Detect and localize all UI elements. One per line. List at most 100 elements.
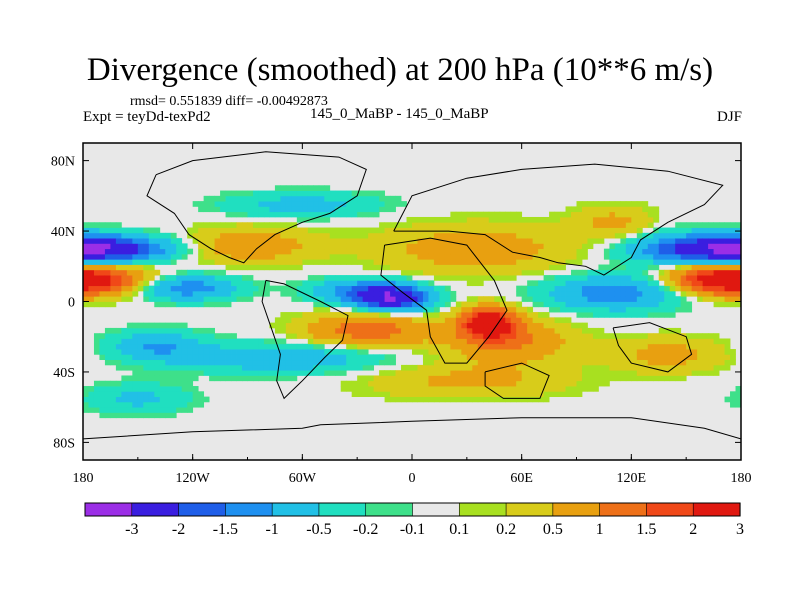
field-cell (444, 269, 451, 276)
field-cell (581, 227, 588, 234)
field-cell (296, 190, 303, 197)
field-cell (104, 280, 111, 287)
field-cell (99, 290, 106, 297)
field-cell (302, 232, 309, 239)
field-cell (121, 396, 128, 403)
field-cell (335, 195, 342, 202)
field-cell (148, 354, 155, 361)
field-cell (609, 312, 616, 318)
field-cell (307, 338, 314, 345)
field-cell (505, 306, 512, 313)
field-cell (192, 275, 199, 281)
field-cell (214, 359, 221, 366)
field-cell (220, 364, 226, 371)
field-cell (428, 306, 435, 313)
field-cell (554, 364, 561, 371)
field-cell (549, 285, 555, 292)
field-cell (466, 306, 473, 313)
field-cell (351, 290, 358, 297)
field-cell (521, 264, 528, 271)
field-cell (357, 338, 364, 345)
field-cell (422, 391, 429, 397)
field-cell (477, 227, 484, 234)
field-cell (494, 243, 501, 250)
field-cell (625, 343, 632, 350)
field-cell (192, 269, 199, 276)
field-cell (104, 264, 111, 271)
field-cell (379, 232, 385, 239)
colorbar-swatch (271, 502, 320, 517)
field-cell (642, 312, 649, 318)
field-cell (324, 290, 331, 297)
field-cell (631, 280, 638, 287)
field-cell (587, 338, 594, 345)
field-cell (675, 327, 682, 334)
field-cell (335, 243, 342, 250)
field-cell (154, 327, 161, 334)
field-cell (664, 227, 671, 234)
field-cell (581, 386, 588, 392)
field-cell (236, 190, 243, 197)
field-cell (735, 243, 741, 250)
field-cell (587, 349, 594, 355)
field-cell (439, 370, 446, 376)
field-cell (340, 386, 347, 392)
field-cell (395, 285, 402, 292)
field-cell (242, 243, 248, 250)
field-cell (231, 211, 237, 218)
field-cell (466, 269, 473, 276)
field-cell (549, 343, 555, 350)
field-cell (291, 222, 298, 228)
field-cell (384, 227, 391, 234)
field-cell (428, 248, 435, 255)
field-cell (357, 227, 364, 234)
field-cell (510, 211, 517, 218)
field-cell (406, 285, 413, 292)
field-cell (362, 312, 369, 318)
field-cell (642, 216, 649, 223)
field-cell (401, 232, 407, 239)
field-cell (625, 296, 632, 302)
field-cell (713, 301, 720, 308)
field-cell (521, 354, 528, 361)
colorbar-swatch (646, 502, 694, 517)
field-cell (93, 280, 100, 287)
field-cell (444, 285, 451, 292)
field-cell (549, 375, 555, 382)
field-cell (516, 322, 523, 329)
field-cell (735, 285, 741, 292)
field-cell (384, 322, 391, 329)
field-cell (549, 290, 555, 297)
field-cell (329, 296, 336, 302)
field-cell (220, 349, 226, 355)
field-cell (115, 380, 122, 387)
field-cell (505, 370, 512, 376)
field-cell (620, 227, 627, 234)
field-cell (285, 312, 292, 318)
field-cell (137, 264, 144, 271)
field-cell (488, 222, 495, 228)
field-cell (83, 301, 89, 308)
field-cell (192, 349, 199, 355)
field-cell (483, 354, 490, 361)
field-cell (176, 322, 183, 329)
field-cell (291, 195, 298, 202)
field-cell (565, 333, 572, 339)
field-cell (428, 333, 435, 339)
field-cell (691, 349, 698, 355)
field-cell (697, 243, 704, 250)
field-cell (351, 195, 358, 202)
field-cell (598, 206, 605, 213)
field-cell (406, 227, 413, 234)
field-cell (609, 285, 616, 292)
field-cell (686, 338, 693, 345)
field-cell (143, 290, 150, 297)
field-cell (543, 322, 550, 329)
field-cell (620, 206, 627, 213)
field-cell (488, 264, 495, 271)
field-cell (242, 296, 248, 302)
field-cell (609, 275, 616, 281)
field-cell (488, 354, 495, 361)
field-cell (587, 375, 594, 382)
field-cell (280, 190, 287, 197)
